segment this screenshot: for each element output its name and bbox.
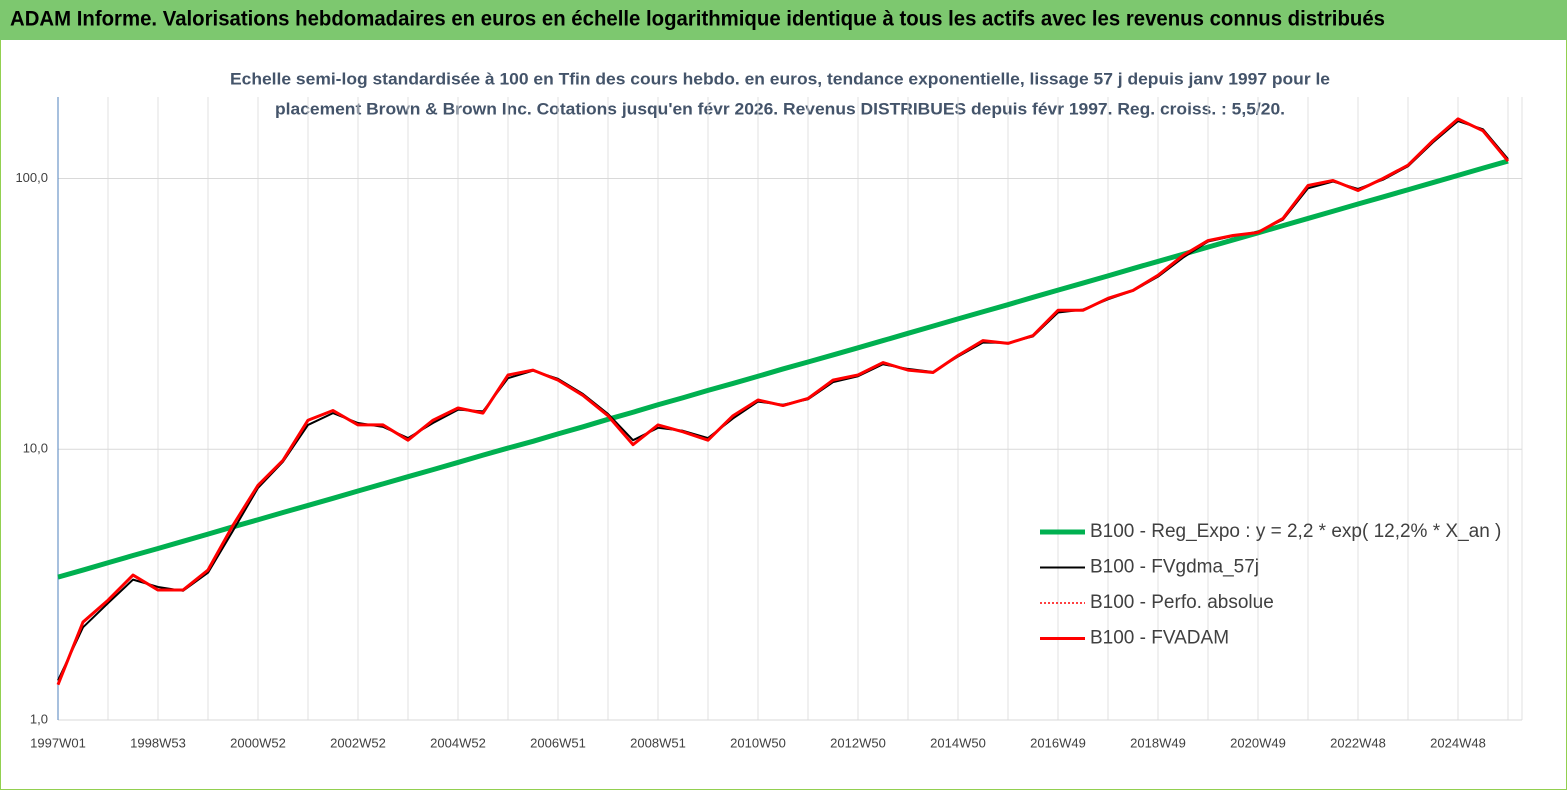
header-title: ADAM Informe. Valorisations hebdomadaire… [10, 8, 1385, 31]
subtitle: placement Brown & Brown Inc. Cotations j… [275, 99, 1285, 118]
x-tick-label: 2020W49 [1230, 735, 1286, 750]
x-tick-label: 2000W52 [230, 735, 286, 750]
y-tick-label: 10,0 [23, 441, 48, 456]
legend-label: B100 - Perfo. absolue [1090, 592, 1274, 613]
series-line [57, 158, 1509, 580]
x-tick-label: 2004W52 [430, 735, 486, 750]
header-bar [0, 0, 1567, 40]
x-tick-label: 1998W53 [130, 735, 186, 750]
subtitle: Echelle semi-log standardisée à 100 en T… [230, 69, 1330, 88]
x-tick-label: 2012W50 [830, 735, 886, 750]
x-tick-label: 2016W49 [1030, 735, 1086, 750]
x-tick-label: 2008W51 [630, 735, 686, 750]
x-tick-label: 1997W01 [30, 735, 86, 750]
legend-label: B100 - Reg_Expo : y = 2,2 * exp( 12,2% *… [1090, 521, 1501, 542]
x-tick-label: 2006W51 [530, 735, 586, 750]
x-tick-label: 2022W48 [1330, 735, 1386, 750]
legend-label: B100 - FVADAM [1090, 628, 1229, 649]
x-tick-label: 2002W52 [330, 735, 386, 750]
y-tick-label: 100,0 [15, 170, 48, 185]
x-tick-label: 2014W50 [930, 735, 986, 750]
x-tick-label: 2010W50 [730, 735, 786, 750]
series-line [56, 117, 1510, 686]
y-tick-label: 1,0 [30, 711, 48, 726]
legend-label: B100 - FVgdma_57j [1090, 557, 1259, 578]
x-tick-label: 2024W48 [1430, 735, 1486, 750]
x-tick-label: 2018W49 [1130, 735, 1186, 750]
